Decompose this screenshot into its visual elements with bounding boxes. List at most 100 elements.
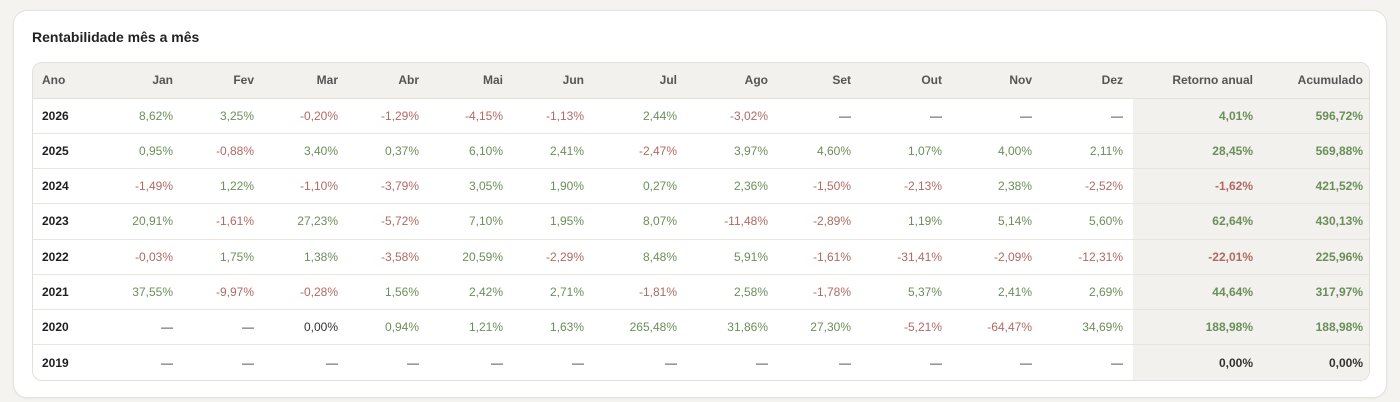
month-return-cell: -1,10% <box>264 168 348 205</box>
month-return-cell: -3,58% <box>348 239 429 275</box>
month-return-cell: — <box>839 355 851 370</box>
monthly-returns-card: Rentabilidade mês a mês Ano J <box>13 10 1387 398</box>
month-return-cell: 8,07% <box>594 203 687 240</box>
month-return-cell: 7,10% <box>429 203 513 240</box>
year-cell: 2019 <box>42 355 69 370</box>
table-row: 2025 0,95% -0,88% 3,40% 0,37% 6,10% 2,41% -2,47… <box>33 133 1369 170</box>
column-header-acumulado: Acumulado <box>1263 63 1369 99</box>
month-return-cell: -2,89% <box>778 203 861 240</box>
column-header-out: Out <box>861 63 952 99</box>
month-return-cell: 8,62% <box>103 98 183 134</box>
column-header-mai: Mai <box>429 63 513 99</box>
month-return-cell: -2,52% <box>1042 168 1133 205</box>
month-return-cell: 2,58% <box>687 274 778 311</box>
month-return-cell: 27,23% <box>264 203 348 240</box>
table-header-row: Ano Jan Fev Mar Abr Mai Jun Jul Ago Set Out Nov Dez R… <box>33 63 1369 99</box>
accumulated-return-cell: 569,88% <box>1263 133 1369 170</box>
month-return-cell: — <box>778 98 861 134</box>
month-return-cell: 2,38% <box>952 168 1042 205</box>
accumulated-return-cell: 317,97% <box>1263 274 1369 311</box>
month-return-cell: 5,60% <box>1042 203 1133 240</box>
month-return-cell: -12,31% <box>1042 239 1133 275</box>
month-return-cell: 31,86% <box>687 309 778 346</box>
column-header-fev: Fev <box>183 63 264 99</box>
month-return-cell: -31,41% <box>861 239 952 275</box>
month-return-cell: 1,22% <box>183 168 264 205</box>
month-return-cell: — <box>183 309 264 346</box>
month-return-cell: 1,38% <box>264 239 348 275</box>
year-cell: 2020 <box>33 309 103 346</box>
month-return-cell: — <box>1020 355 1032 370</box>
year-cell: 2026 <box>33 98 103 134</box>
annual-return-cell: -1,62% <box>1133 168 1263 205</box>
month-return-cell: 1,90% <box>513 168 594 205</box>
month-return-cell: -1,50% <box>778 168 861 205</box>
month-return-cell: 0,94% <box>348 309 429 346</box>
month-return-cell: 1,21% <box>429 309 513 346</box>
month-return-cell: — <box>103 309 183 346</box>
month-return-cell: 0,95% <box>103 133 183 170</box>
month-return-cell: 265,48% <box>594 309 687 346</box>
month-return-cell: 1,95% <box>513 203 594 240</box>
month-return-cell: -3,02% <box>687 98 778 134</box>
month-return-cell: 3,97% <box>687 133 778 170</box>
month-return-cell: — <box>665 355 677 370</box>
year-cell: 2021 <box>33 274 103 311</box>
table-row: 2023 20,91% -1,61% 27,23% -5,72% 7,10% 1,95% 8,… <box>33 203 1369 240</box>
column-header-ago: Ago <box>687 63 778 99</box>
table-row: 2022 -0,03% 1,75% 1,38% -3,58% 20,59% -2,29% 8,… <box>33 239 1369 275</box>
month-return-cell: -9,97% <box>183 274 264 311</box>
annual-return-cell: 62,64% <box>1133 203 1263 240</box>
month-return-cell: 20,59% <box>429 239 513 275</box>
month-return-cell: -1,13% <box>513 98 594 134</box>
month-return-cell: 3,40% <box>264 133 348 170</box>
month-return-cell: -64,47% <box>952 309 1042 346</box>
month-return-cell: 27,30% <box>778 309 861 346</box>
column-header-jan: Jan <box>103 63 183 99</box>
returns-table: Ano Jan Fev Mar Abr Mai Jun Jul Ago Set Out Nov Dez R… <box>33 63 1369 380</box>
month-return-cell: -11,48% <box>687 203 778 240</box>
month-return-cell: 0,27% <box>594 168 687 205</box>
column-header-dez: Dez <box>1042 63 1133 99</box>
month-return-cell: -1,49% <box>103 168 183 205</box>
annual-return-cell: 4,01% <box>1133 98 1263 134</box>
month-return-cell: -2,47% <box>594 133 687 170</box>
table-row: 2026 8,62% 3,25% -0,20% -1,29% -4,15% -1,13% 2,… <box>33 98 1369 134</box>
month-return-cell: -1,61% <box>183 203 264 240</box>
month-return-cell: 6,10% <box>429 133 513 170</box>
month-return-cell: -2,29% <box>513 239 594 275</box>
month-return-cell: — <box>930 355 942 370</box>
month-return-cell: 2,41% <box>513 133 594 170</box>
month-return-cell: — <box>491 355 503 370</box>
month-return-cell: 34,69% <box>1042 309 1133 346</box>
month-return-cell: 8,48% <box>594 239 687 275</box>
year-cell: 2025 <box>33 133 103 170</box>
table-row: 2020— —0,00% 0,94% 1,21% 1,63% 265,48% 31,86% 2… <box>33 309 1369 346</box>
month-return-cell: -0,03% <box>103 239 183 275</box>
month-return-cell: 2,44% <box>594 98 687 134</box>
month-return-cell: — <box>326 355 338 370</box>
column-header-abr: Abr <box>348 63 429 99</box>
card-title: Rentabilidade mês a mês <box>32 29 200 45</box>
month-return-cell: -5,72% <box>348 203 429 240</box>
month-return-cell: 20,91% <box>103 203 183 240</box>
year-cell: 2024 <box>33 168 103 205</box>
annual-return-cell: -22,01% <box>1133 239 1263 275</box>
month-return-cell: -1,29% <box>348 98 429 134</box>
accumulated-return-cell: 596,72% <box>1263 98 1369 134</box>
annual-return-cell: 28,45% <box>1133 133 1263 170</box>
month-return-cell: 5,37% <box>861 274 952 311</box>
month-return-cell: 5,91% <box>687 239 778 275</box>
month-return-cell: 1,56% <box>348 274 429 311</box>
month-return-cell: -2,09% <box>952 239 1042 275</box>
month-return-cell: -3,79% <box>348 168 429 205</box>
month-return-cell: — <box>861 98 952 134</box>
month-return-cell: -0,28% <box>264 274 348 311</box>
month-return-cell: — <box>242 355 254 370</box>
accumulated-return-cell: 0,00% <box>1263 344 1369 380</box>
accumulated-return-cell: 188,98% <box>1263 309 1369 346</box>
month-return-cell: — <box>161 355 173 370</box>
month-return-cell: — <box>1111 355 1123 370</box>
annual-return-cell: 44,64% <box>1133 274 1263 311</box>
returns-table-wrapper: Ano Jan Fev Mar Abr Mai Jun Jul Ago Set Out Nov Dez R… <box>32 62 1370 381</box>
